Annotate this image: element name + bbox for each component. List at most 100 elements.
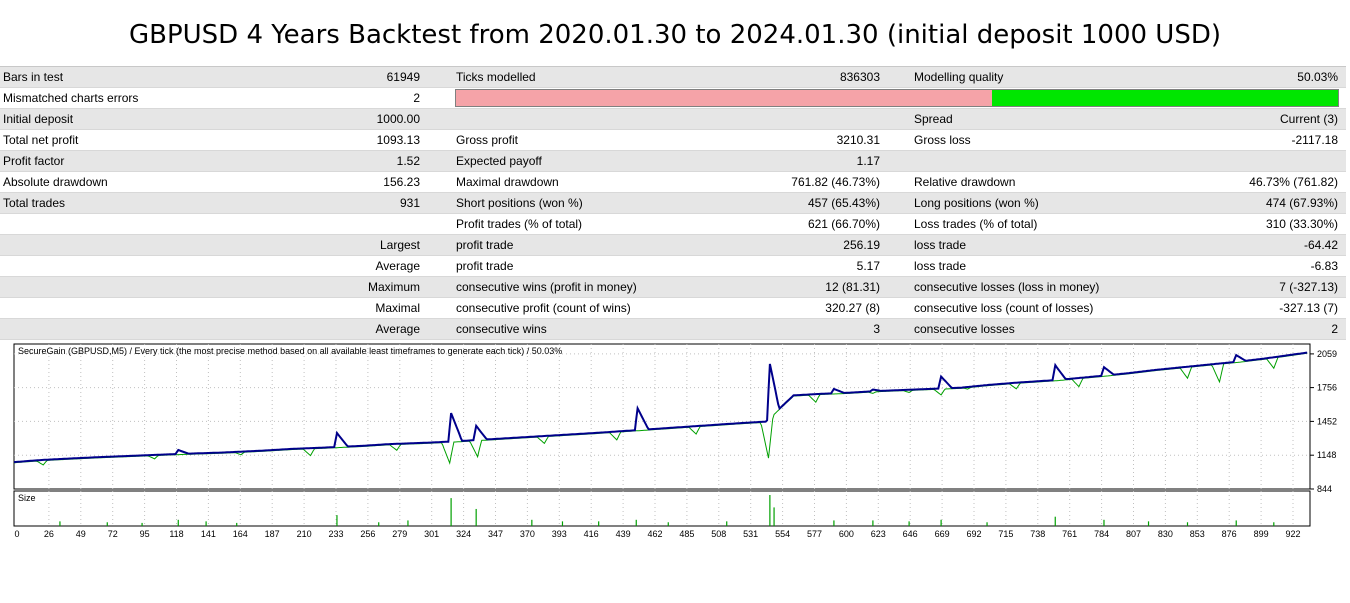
backtest-chart: 0 26 49 72 95 118 141 164 187 210 233 256 279 301 324 3… bbox=[13, 343, 1337, 539]
x-tick-label: 669 bbox=[935, 529, 950, 539]
x-tick-label: 646 bbox=[903, 529, 918, 539]
stats-cell-v3: 310 (33.30%) bbox=[1265, 217, 1338, 231]
x-tick-label: 324 bbox=[456, 529, 471, 539]
x-tick-label: 784 bbox=[1094, 529, 1109, 539]
stats-cell-v1: Average bbox=[375, 322, 420, 336]
stats-cell-l3: loss trade bbox=[914, 238, 967, 252]
stats-cell-l1: Mismatched charts errors bbox=[3, 91, 139, 105]
size-label: Size bbox=[18, 493, 36, 503]
stats-cell-l3: consecutive loss (count of losses) bbox=[914, 301, 1094, 315]
x-tick-label: 49 bbox=[76, 529, 86, 539]
stats-row: Mismatched charts errors 2 bbox=[0, 88, 1346, 109]
stats-table: Bars in test 61949 Ticks modelled 836303 Mod… bbox=[0, 66, 1346, 340]
stats-cell-l2: Profit trades (% of total) bbox=[456, 217, 583, 231]
stats-cell-l1: Absolute drawdown bbox=[3, 175, 108, 189]
stats-cell-l3: Modelling quality bbox=[914, 70, 1004, 84]
stats-cell-v2: 3 bbox=[873, 322, 880, 336]
x-tick-label: 0 bbox=[14, 529, 19, 539]
stats-cell-l2: Maximal drawdown bbox=[456, 175, 559, 189]
x-tick-label: 256 bbox=[360, 529, 375, 539]
stats-cell-l3: loss trade bbox=[914, 259, 967, 273]
x-tick-label: 279 bbox=[392, 529, 407, 539]
stats-cell-l3: Long positions (won %) bbox=[914, 196, 1039, 210]
x-tick-label: 922 bbox=[1285, 529, 1300, 539]
x-tick-label: 416 bbox=[584, 529, 599, 539]
stats-cell-l1: Profit factor bbox=[3, 154, 65, 168]
x-tick-label: 600 bbox=[839, 529, 854, 539]
x-tick-label: 210 bbox=[297, 529, 312, 539]
x-tick-label: 118 bbox=[169, 529, 183, 539]
stats-cell-l2: consecutive profit (count of wins) bbox=[456, 301, 631, 315]
stats-cell-v2: 320.27 (8) bbox=[825, 301, 880, 315]
stats-cell-l2: Gross profit bbox=[456, 133, 519, 147]
stats-cell-v2: 761.82 (46.73%) bbox=[791, 175, 880, 189]
x-tick-label: 853 bbox=[1190, 529, 1205, 539]
x-tick-label: 26 bbox=[44, 529, 54, 539]
x-tick-label: 692 bbox=[966, 529, 981, 539]
stats-cell-l3: Spread bbox=[914, 112, 953, 126]
stats-cell-v3: 46.73% (761.82) bbox=[1249, 175, 1338, 189]
stats-cell-v3: Current (3) bbox=[1279, 112, 1338, 126]
x-tick-label: 531 bbox=[743, 529, 758, 539]
x-tick-label: 439 bbox=[616, 529, 631, 539]
x-tick-label: 508 bbox=[711, 529, 726, 539]
stats-cell-v2: 5.17 bbox=[856, 259, 880, 273]
stats-cell-v2: 256.19 bbox=[843, 238, 880, 252]
stats-row: Total trades 931 Short positions (won %) 45… bbox=[0, 193, 1346, 214]
stats-cell-v1: Maximum bbox=[367, 280, 420, 294]
x-tick-label: 301 bbox=[424, 529, 439, 539]
x-tick-label: 807 bbox=[1126, 529, 1141, 539]
stats-cell-v2: 621 (66.70%) bbox=[807, 217, 880, 231]
stats-cell-v3: -327.13 (7) bbox=[1279, 301, 1338, 315]
modelling-quality-bar bbox=[455, 89, 1339, 107]
x-tick-label: 141 bbox=[201, 529, 216, 539]
stats-row: Maximum consecutive wins (profit in money… bbox=[0, 277, 1346, 298]
x-tick-label: 393 bbox=[552, 529, 567, 539]
x-tick-label: 715 bbox=[998, 529, 1013, 539]
y-tick-label: 1148 bbox=[1317, 450, 1336, 460]
y-tick-label: 1756 bbox=[1317, 383, 1337, 393]
stats-cell-l3: Gross loss bbox=[914, 133, 971, 147]
stats-row: Average consecutive wins 3 consecutive loss… bbox=[0, 319, 1346, 340]
x-tick-label: 187 bbox=[265, 529, 280, 539]
stats-cell-l1: Total net profit bbox=[3, 133, 79, 147]
stats-cell-v2: 3210.31 bbox=[836, 133, 880, 147]
x-tick-label: 623 bbox=[871, 529, 886, 539]
stats-cell-v1: Average bbox=[375, 259, 420, 273]
size-plot-frame bbox=[13, 490, 1311, 527]
stats-row: Profit factor 1.52 Expected payoff 1.17 bbox=[0, 151, 1346, 172]
stats-row: Profit trades (% of total) 621 (66.70%) Lo… bbox=[0, 214, 1346, 235]
stats-row: Maximal consecutive profit (count of wins… bbox=[0, 298, 1346, 319]
x-tick-label: 347 bbox=[488, 529, 503, 539]
stats-cell-v1: 1093.13 bbox=[376, 133, 420, 147]
stats-cell-v1: 156.23 bbox=[383, 175, 420, 189]
stats-cell-v3: -2117.18 bbox=[1291, 133, 1338, 147]
x-tick-label: 876 bbox=[1222, 529, 1237, 539]
x-tick-label: 95 bbox=[140, 529, 150, 539]
stats-cell-v3: 474 (67.93%) bbox=[1265, 196, 1338, 210]
stats-cell-l1: Total trades bbox=[3, 196, 66, 210]
stats-cell-v1: 1.52 bbox=[396, 154, 420, 168]
x-tick-label: 899 bbox=[1254, 529, 1269, 539]
y-tick-label: 2059 bbox=[1317, 349, 1337, 359]
x-tick-label: 462 bbox=[647, 529, 662, 539]
stats-cell-l2: profit trade bbox=[456, 259, 514, 273]
stats-cell-v2: 457 (65.43%) bbox=[807, 196, 880, 210]
x-tick-label: 830 bbox=[1158, 529, 1173, 539]
stats-cell-v3: 7 (-327.13) bbox=[1279, 280, 1338, 294]
x-tick-label: 577 bbox=[807, 529, 822, 539]
stats-cell-l2: Ticks modelled bbox=[456, 70, 536, 84]
stats-cell-v2: 836303 bbox=[839, 70, 880, 84]
x-tick-label: 72 bbox=[108, 529, 118, 539]
stats-cell-v3: 50.03% bbox=[1297, 70, 1338, 84]
stats-row: Total net profit 1093.13 Gross profit 3210.… bbox=[0, 130, 1346, 151]
stats-cell-l1: Initial deposit bbox=[3, 112, 74, 126]
y-tick-label: 844 bbox=[1317, 484, 1332, 494]
stats-cell-v1: Maximal bbox=[375, 301, 420, 315]
x-tick-label: 164 bbox=[233, 529, 248, 539]
stats-cell-l2: profit trade bbox=[456, 238, 514, 252]
modelling-quality-fill bbox=[991, 90, 1338, 106]
chart-title: SecureGain (GBPUSD,M5) / Every tick (the… bbox=[18, 346, 562, 356]
page-title: GBPUSD 4 Years Backtest from 2020.01.30 … bbox=[128, 20, 1222, 50]
stats-cell-v2: 1.17 bbox=[856, 154, 880, 168]
